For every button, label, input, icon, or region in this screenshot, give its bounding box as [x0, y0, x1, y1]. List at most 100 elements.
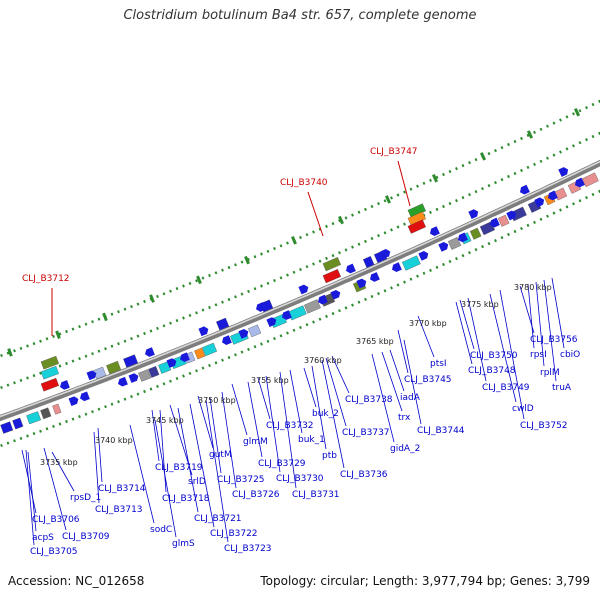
tick-dot: [526, 223, 530, 228]
tick-dot: [591, 192, 595, 197]
tick-dot: [448, 201, 452, 206]
gene-arrow: [330, 289, 341, 300]
gene-label: CLJ_B3719: [155, 463, 203, 473]
gene-arrow: [318, 294, 328, 305]
tick-dot: [117, 310, 120, 314]
tick-dot: [253, 345, 257, 349]
tick-dot: [533, 162, 536, 167]
major-tick: [431, 174, 439, 183]
leader-line: [417, 315, 435, 358]
major-tick: [102, 312, 108, 322]
tick-dot: [422, 271, 426, 275]
gene-features: [0, 167, 599, 434]
tick-dot: [559, 118, 562, 122]
tick-dot: [487, 152, 491, 156]
tick-dot: [208, 273, 211, 278]
gene-block: [40, 407, 52, 420]
tick-dot: [552, 211, 556, 215]
leader-line: [535, 281, 545, 367]
tick-dot: [357, 210, 361, 214]
tick-dot: [364, 239, 367, 243]
gene-label: CLJ_B3721: [194, 514, 242, 524]
tick-dot: [182, 316, 185, 320]
gene-label: CLJ_B3723: [224, 544, 272, 554]
tick-dot: [143, 389, 146, 394]
gene-label: gidA_2: [390, 444, 420, 454]
gene-arrow: [418, 250, 429, 261]
gene-label: CLJ_B3744: [417, 426, 465, 436]
tick-dot: [500, 235, 504, 240]
gene-arrow: [490, 217, 500, 228]
tick-dot: [481, 245, 484, 249]
tick-dot: [448, 259, 452, 264]
gene-label: CLJ_B3725: [217, 475, 265, 485]
tick-row-inner: [0, 189, 600, 448]
gene-label: CLJ_B3750: [470, 351, 518, 361]
tick-dot: [442, 262, 445, 267]
tick-dot: [143, 299, 146, 304]
tick-dot: [13, 349, 16, 353]
leader-line: [189, 403, 215, 528]
gene-label: CLJ_B3709: [62, 532, 110, 542]
tick-dot: [533, 130, 536, 135]
kbp-label: 3770 kbp: [409, 319, 447, 328]
gene-arrow: [86, 370, 97, 381]
leader-line: [321, 359, 345, 469]
leader-line: [527, 283, 535, 349]
gene-label: CLJ_B3737: [342, 428, 390, 438]
tick-dot: [279, 334, 283, 338]
gene-arrow: [198, 326, 209, 337]
gene-arrow: [356, 278, 367, 289]
gene-arrow: [266, 317, 277, 327]
tick-dot: [494, 180, 497, 185]
genome-backbone: [0, 159, 600, 422]
tick-dot: [390, 228, 393, 232]
tick-dot: [266, 249, 270, 253]
tick-dot: [221, 268, 224, 272]
tick-dot: [214, 303, 218, 307]
tick-dot: [123, 397, 127, 401]
major-tick: [291, 236, 297, 245]
tick-dot: [539, 217, 543, 221]
leader-line: [489, 293, 517, 403]
gene-block: [288, 305, 307, 321]
gene-label: buk_2: [312, 409, 339, 419]
tick-dot: [305, 265, 309, 269]
major-tick: [244, 255, 250, 265]
gene-arrow: [256, 302, 266, 312]
gene-label: srlD: [188, 477, 206, 487]
tick-dot: [546, 214, 549, 218]
leader-line: [279, 371, 297, 489]
tick-dot: [507, 232, 510, 237]
gene-block: [148, 366, 160, 378]
tick-dot: [513, 171, 517, 176]
tick-dot: [91, 352, 94, 356]
gene-arrow: [520, 184, 530, 195]
gene-arrow: [430, 226, 440, 237]
tick-dot: [19, 436, 23, 440]
tick-dot: [169, 379, 172, 383]
gene-label: CLJ_B3722: [210, 529, 258, 539]
tick-dot: [117, 342, 120, 346]
leader-line: [205, 399, 229, 543]
gene-label: rpsI: [530, 350, 547, 360]
tick-dot: [591, 102, 595, 107]
tick-dot: [110, 402, 114, 406]
gene-label: CLJ_B3738: [345, 395, 393, 405]
leader-line: [307, 191, 324, 237]
tick-dot: [175, 287, 179, 291]
tick-dot: [45, 427, 49, 431]
tick-dot: [565, 205, 569, 209]
tick-dot: [585, 195, 588, 200]
tick-dot: [286, 241, 289, 245]
tick-dot: [299, 325, 302, 330]
tick-dot: [130, 305, 133, 309]
gene-label: glmM: [243, 437, 268, 447]
kbp-label: 3765 kbp: [356, 337, 394, 346]
tick-dot: [565, 115, 569, 119]
gene-label: CLJ_B3726: [232, 490, 280, 500]
leader-line: [397, 329, 409, 374]
leader-line: [265, 375, 281, 473]
tick-dot: [520, 226, 523, 231]
tick-dot: [533, 220, 536, 225]
